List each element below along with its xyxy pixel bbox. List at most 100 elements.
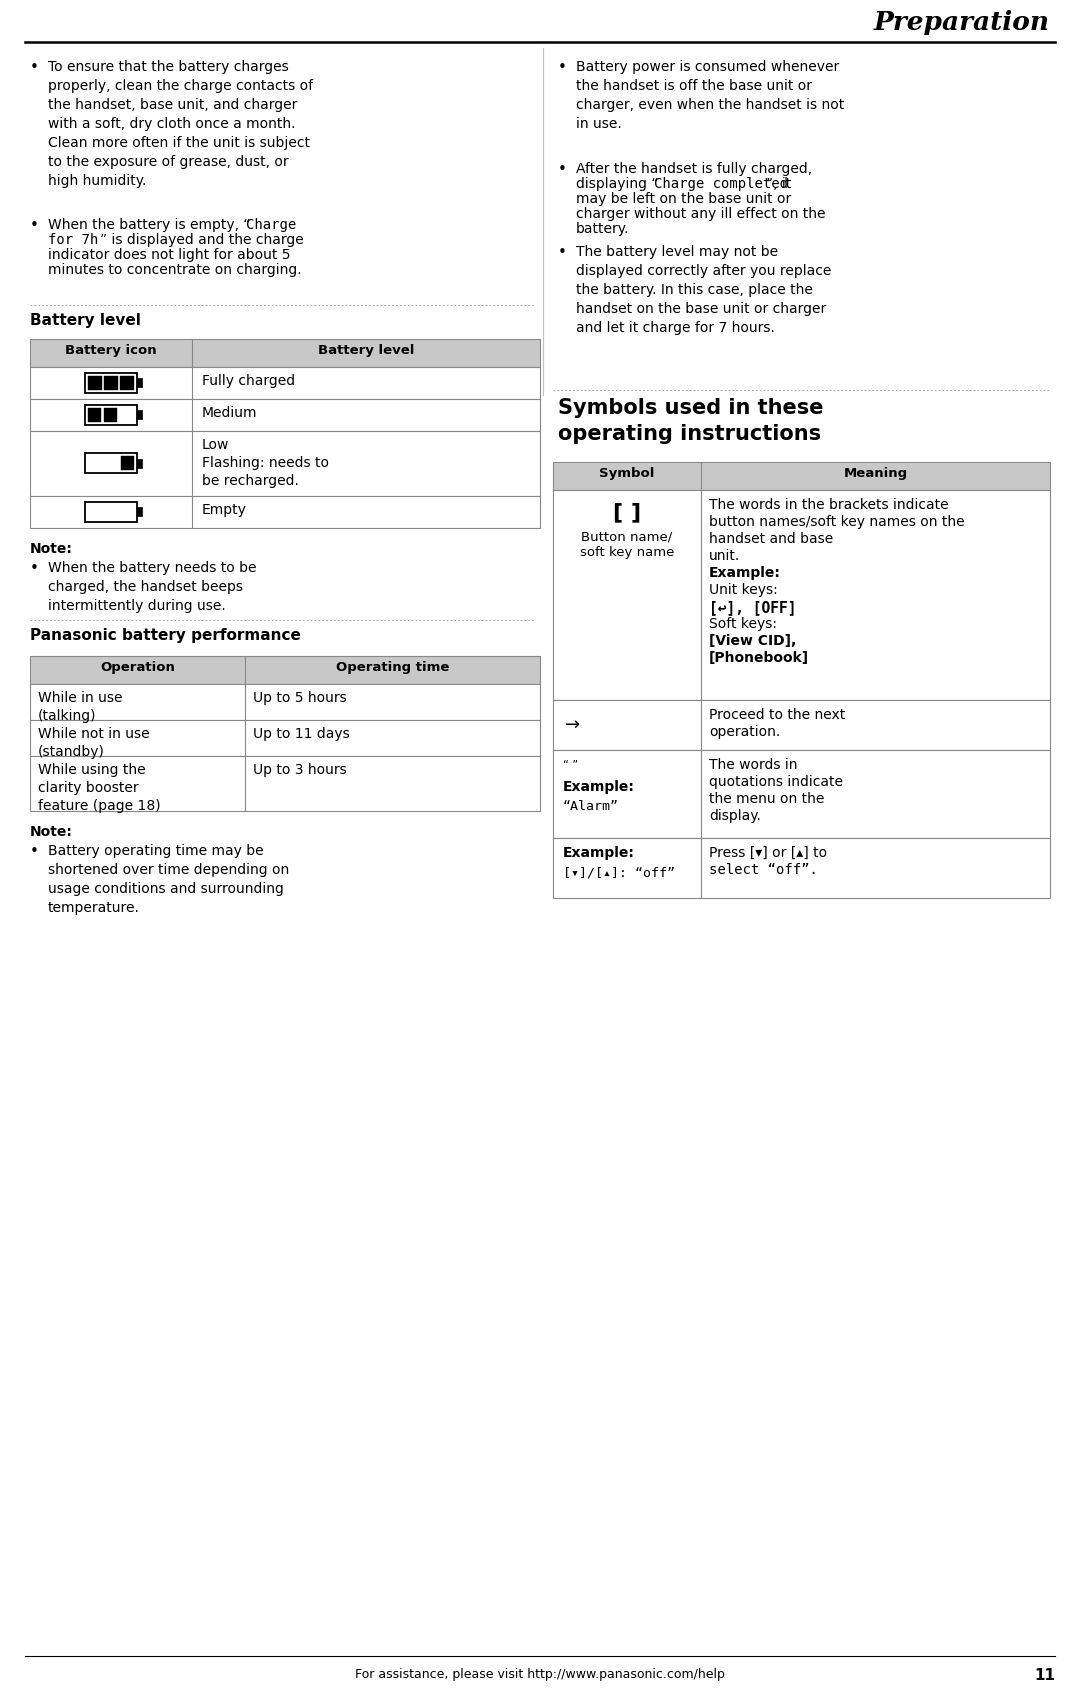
Bar [87, 376, 102, 390]
Bar [30, 657, 540, 684]
Text: For assistance, please visit http://www.panasonic.com/help: For assistance, please visit http://www.… [355, 1669, 725, 1681]
Bar [553, 463, 1050, 490]
Text: Example:: Example: [563, 781, 635, 794]
Text: •: • [30, 844, 39, 859]
Text: Up to 5 hours: Up to 5 hours [253, 691, 347, 704]
Text: Operation: Operation [100, 662, 175, 674]
Text: While using the
clarity booster
feature (page 18): While using the clarity booster feature … [38, 764, 161, 813]
Text: ” is displayed and the charge: ” is displayed and the charge [100, 233, 303, 247]
Text: Preparation: Preparation [874, 10, 1050, 36]
Text: [Phonebook]: [Phonebook] [708, 651, 809, 665]
Bar [30, 400, 540, 430]
Text: •: • [30, 60, 39, 75]
Text: The words in: The words in [708, 759, 797, 772]
Text: Note:: Note: [30, 825, 72, 839]
Text: the menu on the: the menu on the [708, 793, 824, 806]
Text: Unit keys:: Unit keys: [708, 583, 778, 597]
Bar [553, 750, 1050, 839]
Bar [120, 376, 134, 390]
Text: Press [▾] or [▴] to: Press [▾] or [▴] to [708, 845, 827, 861]
Text: Charge: Charge [246, 218, 296, 231]
Text: Symbols used in these: Symbols used in these [558, 398, 824, 418]
Text: The words in the brackets indicate: The words in the brackets indicate [708, 498, 948, 512]
Bar [121, 456, 134, 471]
Text: charger without any ill effect on the: charger without any ill effect on the [576, 208, 825, 221]
Bar [30, 684, 540, 720]
Text: Low
Flashing: needs to
be recharged.: Low Flashing: needs to be recharged. [202, 437, 329, 488]
Bar [30, 338, 540, 367]
Bar [30, 367, 540, 400]
Text: 11: 11 [1034, 1669, 1055, 1682]
Bar [85, 405, 137, 425]
Bar [553, 839, 1050, 898]
Text: “ ”: “ ” [563, 760, 578, 771]
Text: displaying “: displaying “ [576, 177, 659, 191]
Text: [▾]/[▴]: “off”: [▾]/[▴]: “off” [563, 866, 675, 879]
Text: for 7h: for 7h [48, 233, 98, 247]
Text: Battery icon: Battery icon [65, 344, 157, 357]
Text: Meaning: Meaning [843, 468, 907, 480]
Text: •: • [30, 218, 39, 233]
Bar [553, 701, 1050, 750]
Text: →: → [565, 716, 580, 735]
Text: Battery power is consumed whenever
the handset is off the base unit or
charger, : Battery power is consumed whenever the h… [576, 60, 845, 131]
Bar [87, 408, 102, 422]
Text: Up to 11 days: Up to 11 days [253, 726, 350, 742]
Bar [30, 755, 540, 811]
Text: When the battery needs to be
charged, the handset beeps
intermittently during us: When the battery needs to be charged, th… [48, 561, 257, 612]
Text: To ensure that the battery charges
properly, clean the charge contacts of
the ha: To ensure that the battery charges prope… [48, 60, 313, 187]
Text: Note:: Note: [30, 543, 72, 556]
Text: [↩], [OFF]: [↩], [OFF] [708, 600, 797, 616]
Text: operation.: operation. [708, 725, 780, 738]
Text: ”, it: ”, it [766, 177, 792, 191]
Text: Panasonic battery performance: Panasonic battery performance [30, 628, 301, 643]
Text: While in use
(talking): While in use (talking) [38, 691, 122, 723]
Text: quotations indicate: quotations indicate [708, 776, 843, 789]
Text: button names/soft key names on the: button names/soft key names on the [708, 515, 964, 529]
Bar [30, 720, 540, 755]
Text: select “off”.: select “off”. [708, 862, 818, 878]
Text: Proceed to the next: Proceed to the next [708, 708, 846, 721]
Bar [137, 459, 141, 468]
Bar [85, 373, 137, 393]
Text: •: • [30, 561, 39, 577]
Bar [104, 408, 117, 422]
Text: Fully charged: Fully charged [202, 374, 295, 388]
Text: Example:: Example: [563, 845, 635, 861]
Text: Charge completed: Charge completed [654, 177, 788, 191]
Text: Symbol: Symbol [599, 468, 654, 480]
Text: Medium: Medium [202, 407, 257, 420]
Text: While not in use
(standby): While not in use (standby) [38, 726, 150, 759]
Bar [30, 430, 540, 497]
Text: “Alarm”: “Alarm” [563, 799, 619, 813]
Text: Operating time: Operating time [336, 662, 449, 674]
Bar [553, 490, 1050, 701]
Bar [104, 376, 118, 390]
Bar [85, 502, 137, 522]
Text: Battery operating time may be
shortened over time depending on
usage conditions : Battery operating time may be shortened … [48, 844, 289, 915]
Text: Soft keys:: Soft keys: [708, 617, 777, 631]
Bar [137, 507, 141, 517]
Text: handset and base: handset and base [708, 532, 834, 546]
Text: soft key name: soft key name [580, 546, 674, 560]
Bar [30, 497, 540, 527]
Text: Empty: Empty [202, 503, 247, 517]
Text: [View CID],: [View CID], [708, 634, 796, 648]
Text: [ ]: [ ] [613, 502, 642, 522]
Text: Example:: Example: [708, 566, 781, 580]
Text: indicator does not light for about 5: indicator does not light for about 5 [48, 248, 291, 262]
Text: operating instructions: operating instructions [558, 424, 821, 444]
Text: minutes to concentrate on charging.: minutes to concentrate on charging. [48, 264, 301, 277]
Text: Battery level: Battery level [30, 313, 140, 328]
Text: may be left on the base unit or: may be left on the base unit or [576, 192, 792, 206]
Text: display.: display. [708, 810, 761, 823]
Text: The battery level may not be
displayed correctly after you replace
the battery. : The battery level may not be displayed c… [576, 245, 832, 335]
Text: When the battery is empty, “: When the battery is empty, “ [48, 218, 251, 231]
Text: Button name/: Button name/ [581, 531, 673, 543]
Bar [137, 410, 141, 420]
Bar [137, 379, 141, 388]
Text: Battery level: Battery level [318, 344, 415, 357]
Text: unit.: unit. [708, 549, 740, 563]
Text: Up to 3 hours: Up to 3 hours [253, 764, 347, 777]
Text: •: • [558, 60, 567, 75]
